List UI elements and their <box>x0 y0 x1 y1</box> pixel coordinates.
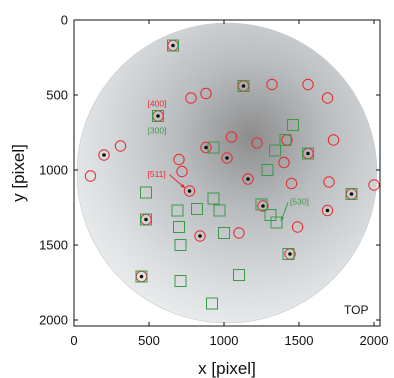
x-tick-label: 1500 <box>285 333 314 348</box>
red-circle-marker <box>257 200 269 212</box>
red-circle-marker <box>98 149 110 161</box>
green-square-marker <box>287 119 299 131</box>
red-circle-marker <box>233 227 245 239</box>
red-circle-marker <box>84 170 97 182</box>
y-tick-label: 500 <box>46 88 68 103</box>
green-square-marker <box>282 248 295 260</box>
red-circle-marker <box>323 176 335 188</box>
x-tick-label: 2000 <box>360 333 389 348</box>
corner-label: TOP <box>344 303 368 317</box>
green-square-marker <box>269 144 281 157</box>
marks-layer <box>84 39 380 310</box>
annotation-arrowhead <box>180 183 185 188</box>
x-axis-ticks: 0 500 1000 1500 2000 <box>70 20 388 348</box>
y-tick-label: 2000 <box>39 313 68 328</box>
red-circle-marker <box>221 152 233 164</box>
green-square-marker <box>206 297 218 310</box>
diffraction-spot-dot <box>198 234 202 238</box>
green-square-marker <box>173 221 185 233</box>
y-axis-label: y [pixel] <box>9 144 28 202</box>
green-square-marker <box>140 213 152 226</box>
green-square-marker <box>237 80 250 92</box>
diffraction-spot-dot <box>156 114 160 118</box>
red-circle-marker <box>291 221 304 233</box>
red-circle-marker <box>200 87 212 100</box>
red-circle-marker <box>321 204 334 217</box>
diffraction-spot-dot <box>325 208 330 213</box>
diffraction-spot-dot <box>241 84 246 88</box>
red-circle-marker <box>185 92 197 104</box>
green-square-marker <box>152 110 164 122</box>
green-square-marker <box>218 227 230 239</box>
diffraction-spot-dot <box>261 204 265 208</box>
miller-index-label: [400] <box>148 98 167 108</box>
y-tick-label: 0 <box>61 13 68 28</box>
diffraction-spot-dot <box>306 151 310 156</box>
miller-index-label: [530] <box>290 197 309 207</box>
red-circle-marker <box>321 92 334 104</box>
diffraction-spot-dot <box>102 153 106 157</box>
annotation-arrowhead <box>280 216 285 221</box>
red-circle-marker <box>327 134 340 146</box>
diffraction-spot-dot <box>349 192 354 196</box>
green-square-marker <box>261 164 274 176</box>
plot-frame <box>73 19 381 327</box>
green-square-marker <box>233 269 245 281</box>
green-square-marker <box>167 39 179 52</box>
green-square-marker <box>171 204 184 217</box>
green-square-marker <box>135 270 148 283</box>
green-square-marker <box>207 192 220 205</box>
green-square-marker <box>191 203 203 215</box>
x-axis-label: x [pixel] <box>198 359 256 378</box>
diffraction-spot-dot <box>139 274 144 279</box>
diffraction-spot-dot <box>187 189 192 193</box>
red-circle-marker <box>302 78 314 91</box>
y-axis-ticks: 0 500 1000 1500 2000 <box>39 13 380 328</box>
red-circle-marker <box>183 185 196 197</box>
red-circle-marker <box>251 137 263 149</box>
green-square-marker <box>302 147 314 160</box>
green-square-marker <box>255 198 268 211</box>
red-circle-marker <box>194 230 206 242</box>
green-square-marker <box>174 239 187 251</box>
miller-index-label: [300] <box>148 125 167 135</box>
red-circle-marker <box>368 179 380 191</box>
green-square-marker <box>213 204 226 217</box>
green-square-marker <box>140 186 152 199</box>
diffraction-spot-dot <box>144 217 148 222</box>
miller-index-label: [511] <box>148 169 166 179</box>
annotations-layer: [400] [300] [511] [530] <box>148 98 309 222</box>
x-tick-label: 1000 <box>210 333 239 348</box>
x-tick-label: 500 <box>138 333 160 348</box>
red-circle-marker <box>173 153 185 166</box>
plot-background <box>76 22 378 324</box>
y-tick-label: 1000 <box>39 163 68 178</box>
red-circle-marker <box>176 165 188 178</box>
green-square-marker <box>345 188 358 200</box>
diffraction-spot-dot <box>288 252 292 256</box>
red-circle-marker <box>278 156 290 169</box>
diffraction-spot-dot <box>246 177 250 181</box>
red-circle-marker <box>114 140 127 152</box>
diffraction-spot-dot <box>225 156 229 160</box>
red-circle-marker <box>266 78 278 91</box>
y-tick-label: 1500 <box>39 238 68 253</box>
green-square-marker <box>279 134 292 146</box>
diffraction-spot-dot <box>204 145 208 150</box>
red-circle-marker <box>285 177 298 190</box>
x-tick-label: 0 <box>70 333 77 348</box>
detector-image <box>76 22 378 324</box>
red-circle-marker <box>200 141 212 154</box>
red-circle-marker <box>242 173 254 185</box>
green-square-marker <box>270 216 283 229</box>
red-circle-marker <box>225 131 238 143</box>
green-square-marker <box>174 275 187 287</box>
green-square-marker <box>207 141 220 154</box>
diffraction-spot-dot <box>171 43 175 48</box>
